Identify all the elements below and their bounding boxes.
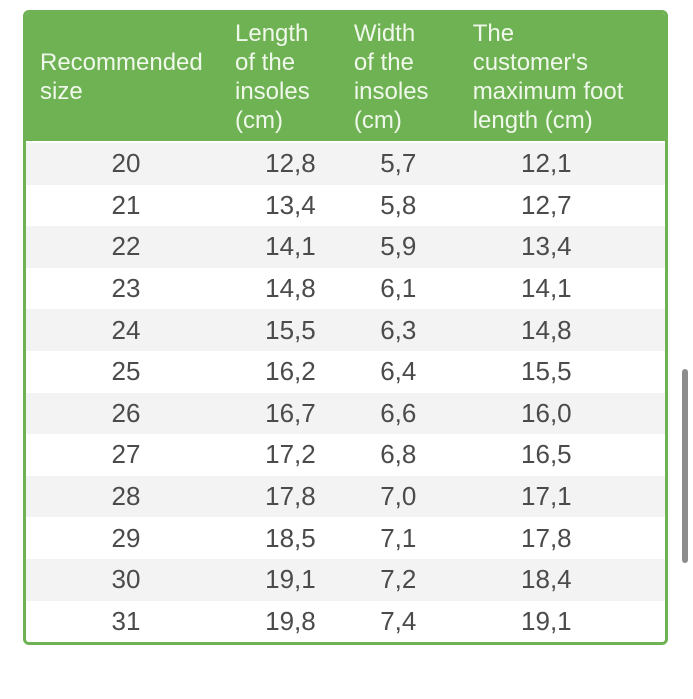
table-body: 20 12,8 5,7 12,1 21 13,4 5,8 12,7 22 14,1 5,9 13,4 2… <box>26 143 665 643</box>
table-cell: 16,7 <box>226 392 345 435</box>
table-cell: 14,1 <box>226 226 345 268</box>
table-cell: 26 <box>26 392 226 435</box>
table-row: 20 12,8 5,7 12,1 <box>26 143 665 185</box>
table-cell: 7,4 <box>344 600 464 643</box>
table-row: 23 14,8 6,1 14,1 <box>26 267 665 310</box>
table-cell: 17,8 <box>463 517 665 559</box>
table-cell: 12,8 <box>226 143 345 185</box>
table-cell: 17,1 <box>463 475 665 518</box>
table-cell: 14,8 <box>463 309 665 351</box>
table-cell: 28 <box>26 475 226 518</box>
table-cell: 6,8 <box>344 434 464 476</box>
table-cell: 20 <box>26 143 226 185</box>
table-cell: 21 <box>26 184 226 227</box>
table-cell: 6,1 <box>344 267 464 310</box>
column-header-recommended-size: Recommended size <box>26 13 226 143</box>
table-row: 27 17,2 6,8 16,5 <box>26 434 665 476</box>
table-row: 25 16,2 6,4 15,5 <box>26 350 665 393</box>
table-row: 29 18,5 7,1 17,8 <box>26 517 665 559</box>
table-row: 31 19,8 7,4 19,1 <box>26 600 665 643</box>
vertical-scrollbar-thumb[interactable] <box>682 369 688 563</box>
table-cell: 12,1 <box>463 143 665 185</box>
header-row: Recommended size Length of the insoles (… <box>26 13 665 143</box>
table-cell: 7,1 <box>344 517 464 559</box>
table-cell: 7,0 <box>344 475 464 518</box>
table-cell: 13,4 <box>463 226 665 268</box>
table-cell: 16,2 <box>226 350 345 393</box>
table-cell: 17,8 <box>226 475 345 518</box>
table-row: 21 13,4 5,8 12,7 <box>26 184 665 227</box>
table-cell: 29 <box>26 517 226 559</box>
table-cell: 5,9 <box>344 226 464 268</box>
table-header: Recommended size Length of the insoles (… <box>26 13 665 143</box>
table-row: 28 17,8 7,0 17,1 <box>26 475 665 518</box>
table-cell: 7,2 <box>344 558 464 601</box>
table-cell: 6,4 <box>344 350 464 393</box>
table-row: 26 16,7 6,6 16,0 <box>26 392 665 435</box>
table-cell: 16,5 <box>463 434 665 476</box>
table-cell: 18,4 <box>463 558 665 601</box>
table-cell: 22 <box>26 226 226 268</box>
table-cell: 30 <box>26 558 226 601</box>
table-cell: 18,5 <box>226 517 345 559</box>
size-chart: Recommended size Length of the insoles (… <box>26 13 665 643</box>
column-header-insole-length: Length of the insoles (cm) <box>226 13 345 143</box>
table-cell: 13,4 <box>226 184 345 227</box>
table-cell: 15,5 <box>226 309 345 351</box>
table-cell: 14,1 <box>463 267 665 310</box>
table-cell: 15,5 <box>463 350 665 393</box>
column-header-max-foot-length: The customer's maximum foot length (cm) <box>463 13 665 143</box>
table-cell: 6,3 <box>344 309 464 351</box>
table-cell: 17,2 <box>226 434 345 476</box>
table-cell: 14,8 <box>226 267 345 310</box>
size-chart-table: Recommended size Length of the insoles (… <box>23 10 668 646</box>
table-cell: 31 <box>26 600 226 643</box>
table-row: 24 15,5 6,3 14,8 <box>26 309 665 351</box>
column-header-insole-width: Width of the insoles (cm) <box>344 13 464 143</box>
table-cell: 19,8 <box>226 600 345 643</box>
table-cell: 16,0 <box>463 392 665 435</box>
table-cell: 5,8 <box>344 184 464 227</box>
table-cell: 25 <box>26 350 226 393</box>
table-cell: 19,1 <box>463 600 665 643</box>
table-cell: 5,7 <box>344 143 464 185</box>
table-row: 30 19,1 7,2 18,4 <box>26 558 665 601</box>
table-cell: 27 <box>26 434 226 476</box>
table-cell: 6,6 <box>344 392 464 435</box>
table-cell: 23 <box>26 267 226 310</box>
table-cell: 12,7 <box>463 184 665 227</box>
table-cell: 24 <box>26 309 226 351</box>
table-cell: 19,1 <box>226 558 345 601</box>
table-row: 22 14,1 5,9 13,4 <box>26 226 665 268</box>
